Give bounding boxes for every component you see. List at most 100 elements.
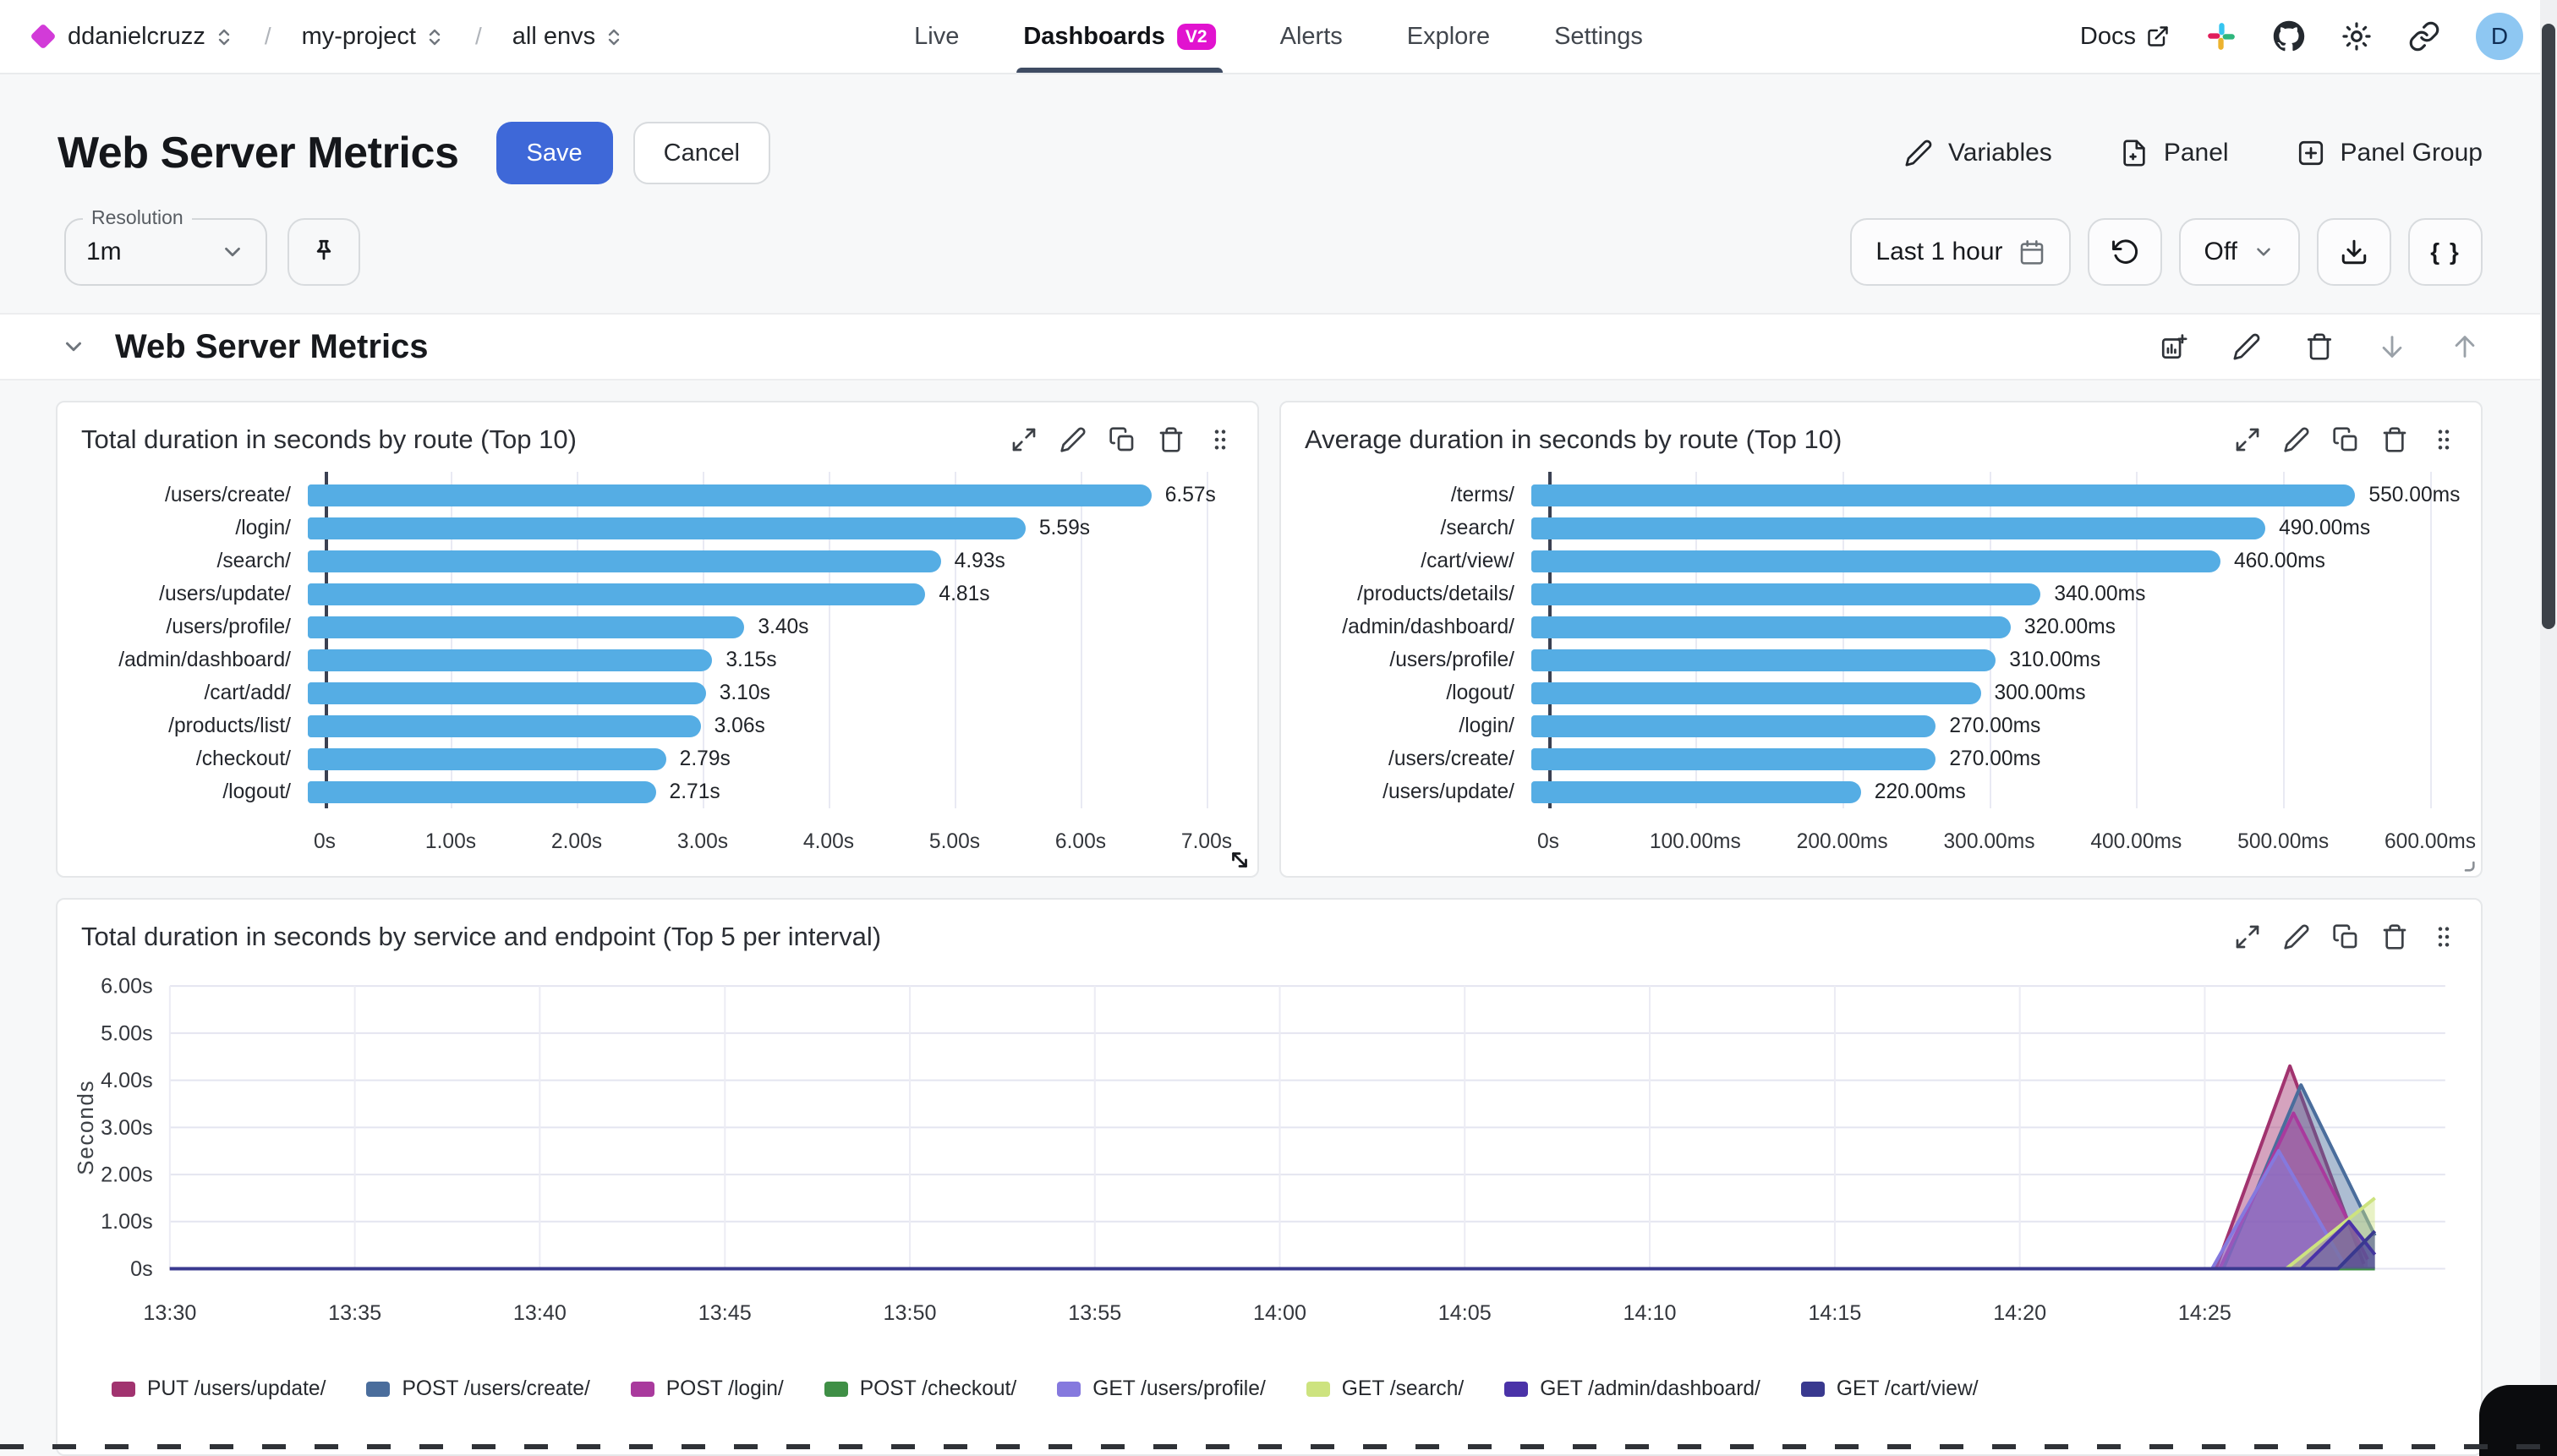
collapse-chevron-icon[interactable] <box>61 334 86 359</box>
legend-item[interactable]: POST /login/ <box>631 1377 784 1401</box>
legend-label: GET /cart/view/ <box>1837 1377 1979 1401</box>
bar-value-label: 300.00ms <box>1995 681 2086 705</box>
bar-category-label: /users/profile/ <box>78 616 308 639</box>
svg-text:13:55: 13:55 <box>1068 1301 1121 1325</box>
external-link-icon <box>2146 25 2170 48</box>
select-chevrons-icon <box>214 27 234 47</box>
variables-button[interactable]: Variables <box>1904 139 2052 167</box>
tab-settings[interactable]: Settings <box>1554 0 1643 73</box>
copy-panel-icon[interactable] <box>2332 426 2359 453</box>
delete-panel-icon[interactable] <box>2381 923 2408 950</box>
copy-panel-icon[interactable] <box>2332 923 2359 950</box>
legend-item[interactable]: GET /admin/dashboard/ <box>1504 1377 1760 1401</box>
bar-category-label: /checkout/ <box>78 747 308 771</box>
slack-icon[interactable] <box>2205 20 2237 52</box>
add-panel-group-button[interactable]: Panel Group <box>2297 139 2483 167</box>
add-panel-button[interactable]: Panel <box>2120 139 2229 167</box>
share-link-icon[interactable] <box>2408 20 2440 52</box>
breadcrumb-env-selector[interactable]: all envs <box>512 23 624 51</box>
legend-item[interactable]: GET /cart/view/ <box>1801 1377 1979 1401</box>
legend-item[interactable]: GET /users/profile/ <box>1057 1377 1266 1401</box>
delete-section-icon[interactable] <box>2305 332 2334 361</box>
auto-refresh-select[interactable]: Off <box>2179 218 2300 286</box>
bar-row: /users/profile/310.00ms <box>1301 643 2430 676</box>
breadcrumb-project-selector[interactable]: my-project <box>302 23 445 51</box>
dashboard-toolbar: Web Server Metrics Save Cancel Variables… <box>0 74 2557 184</box>
panel-title: Total duration in seconds by service and… <box>81 922 881 952</box>
bar-category-label: /search/ <box>78 550 308 573</box>
svg-text:14:20: 14:20 <box>1993 1301 2046 1325</box>
bar <box>308 682 706 704</box>
user-avatar[interactable]: D <box>2476 13 2523 60</box>
move-up-icon[interactable] <box>2450 332 2479 361</box>
svg-text:6.00s: 6.00s <box>101 975 153 999</box>
resize-handle-icon[interactable] <box>1227 847 1252 873</box>
panel-group-title: Web Server Metrics <box>115 328 429 366</box>
bar-category-label: /admin/dashboard/ <box>1301 616 1531 639</box>
legend-label: GET /admin/dashboard/ <box>1540 1377 1760 1401</box>
panel-header: Total duration in seconds by route (Top … <box>57 402 1257 465</box>
bar-row: /search/490.00ms <box>1301 512 2430 545</box>
edit-panel-icon[interactable] <box>2283 426 2310 453</box>
legend-swatch <box>1504 1382 1528 1397</box>
delete-panel-icon[interactable] <box>1158 426 1185 453</box>
drag-handle-icon[interactable] <box>1207 426 1234 453</box>
bar <box>1531 550 2220 572</box>
legend-swatch <box>112 1382 135 1397</box>
bar-value-label: 4.93s <box>955 550 1005 573</box>
copy-panel-icon[interactable] <box>1109 426 1136 453</box>
legend-item[interactable]: POST /checkout/ <box>824 1377 1016 1401</box>
breadcrumb-org-selector[interactable]: ddanielcruzz <box>68 23 234 51</box>
bar-value-label: 3.15s <box>725 649 776 672</box>
tab-alerts[interactable]: Alerts <box>1280 0 1343 73</box>
theme-toggle-icon[interactable] <box>2341 20 2373 52</box>
cancel-button[interactable]: Cancel <box>633 122 770 184</box>
bar-category-label: /logout/ <box>1301 681 1531 705</box>
refresh-button[interactable] <box>2088 218 2162 286</box>
legend-label: GET /search/ <box>1342 1377 1464 1401</box>
add-chart-icon[interactable] <box>2160 332 2188 361</box>
bar-chart-total-duration-by-route[interactable]: /users/create/6.57s/login/5.59s/search/4… <box>57 465 1257 876</box>
legend-item[interactable]: POST /users/create/ <box>366 1377 589 1401</box>
expand-panel-icon[interactable] <box>1010 426 1038 453</box>
bar-chart-average-duration-by-route[interactable]: /terms/550.00ms/search/490.00ms/cart/vie… <box>1281 465 2481 876</box>
bar-value-label: 340.00ms <box>2054 583 2145 606</box>
drag-handle-icon[interactable] <box>2430 923 2457 950</box>
tab-explore[interactable]: Explore <box>1407 0 1490 73</box>
file-plus-icon <box>2120 139 2149 167</box>
bar-category-label: /products/details/ <box>1301 583 1531 606</box>
docs-link[interactable]: Docs <box>2080 23 2170 51</box>
expand-panel-icon[interactable] <box>2234 426 2261 453</box>
move-down-icon[interactable] <box>2378 332 2406 361</box>
download-button[interactable] <box>2317 218 2391 286</box>
tab-live[interactable]: Live <box>914 0 959 73</box>
legend-label: PUT /users/update/ <box>147 1377 326 1401</box>
tab-dashboards[interactable]: Dashboards V2 <box>1023 0 1215 73</box>
edit-section-icon[interactable] <box>2232 332 2261 361</box>
expand-panel-icon[interactable] <box>2234 923 2261 950</box>
chevron-down-icon <box>2253 241 2275 263</box>
save-button[interactable]: Save <box>496 122 613 184</box>
delete-panel-icon[interactable] <box>2381 426 2408 453</box>
legend-item[interactable]: GET /search/ <box>1306 1377 1464 1401</box>
legend-item[interactable]: PUT /users/update/ <box>112 1377 326 1401</box>
scrollbar-thumb[interactable] <box>2542 24 2555 629</box>
time-range-button[interactable]: Last 1 hour <box>1850 218 2070 286</box>
drag-handle-icon[interactable] <box>2430 426 2457 453</box>
edit-panel-icon[interactable] <box>2283 923 2310 950</box>
svg-text:2.00s: 2.00s <box>101 1163 153 1187</box>
pin-resolution-button[interactable] <box>287 218 360 286</box>
bar-row: /products/details/340.00ms <box>1301 577 2430 610</box>
query-json-button[interactable]: { } <box>2408 218 2483 286</box>
bar <box>308 517 1026 539</box>
svg-text:0s: 0s <box>130 1257 153 1281</box>
github-icon[interactable] <box>2273 20 2305 52</box>
bar-value-label: 550.00ms <box>2368 484 2460 507</box>
resize-corner-icon[interactable] <box>2454 851 2478 874</box>
resolution-select[interactable]: Resolution 1m <box>64 218 267 286</box>
bar-category-label: /users/update/ <box>78 583 308 606</box>
edit-panel-icon[interactable] <box>1059 426 1087 453</box>
top-nav-bar: ddanielcruzz / my-project / all envs Liv… <box>0 0 2557 74</box>
